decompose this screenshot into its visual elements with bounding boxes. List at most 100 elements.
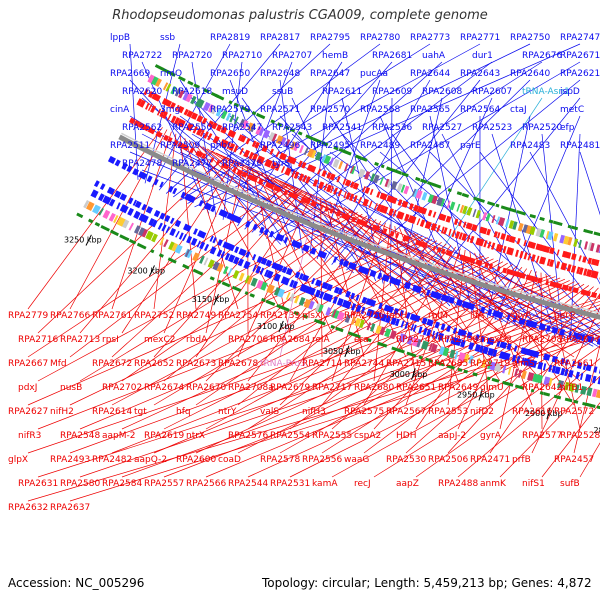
reverse-cds-track-2-block [386,195,394,203]
forward-cds-track-2-block [365,298,373,306]
gene-leader-line [220,154,575,310]
forward-cds-track-3-block [512,315,518,323]
gene-leader-line [195,280,570,454]
forward-cog-track-block [411,337,419,347]
forward-cds-track-block [404,321,409,330]
forward-cds-track-3-block [107,155,116,164]
reverse-cds-track-block [502,245,507,254]
reverse-gene-label: ilfA [470,311,485,321]
reverse-cog-track-block [332,158,340,168]
forward-gc-track-block [136,242,147,250]
reverse-cog-track-block [344,163,349,172]
reverse-gene-label: RPA2544 [228,479,268,489]
reverse-cds-track-2-block [453,218,459,226]
reverse-gene-label: RPA2631 [18,479,58,489]
reverse-cog-track-block [400,184,406,193]
forward-cog-track-block [303,298,312,309]
reverse-gene-label: nifB1 [560,383,583,393]
reverse-cds-track-2-block [143,88,149,96]
forward-gene-label: RPA2536 [372,123,412,133]
reverse-cds-track-3-block [215,159,220,166]
reverse-gene-label: recJ [354,479,371,489]
reverse-cds-track-block [326,184,332,193]
reverse-gene-label: RPA2739 [260,311,300,321]
forward-cog-track-block [591,388,598,398]
reverse-cog-track-block [403,185,410,195]
gene-leader-line [141,169,600,341]
gene-leader-line [193,142,323,310]
gene-leader-line [79,212,358,382]
reverse-gc-track-block [500,205,511,211]
reverse-gene-label: RPA2488 [438,479,478,489]
gene-leader-line [211,150,491,310]
reverse-cds-track-3-block [300,196,307,203]
forward-cog-track-block [174,244,183,254]
reverse-gc-track-block [593,231,600,237]
reverse-cds-track-block [540,257,547,265]
forward-cog-track-block [521,370,527,380]
gene-leader-line [229,79,296,251]
gene-leader-line [37,210,354,382]
reverse-gene-label: mexC2 [144,335,175,345]
forward-gc-track-block [261,297,266,303]
gene-leader-line [279,282,580,454]
reverse-cds-track-3-block [288,191,295,198]
forward-gc-track-block [335,326,344,333]
forward-gene-label: RPA2640 [510,69,550,79]
forward-gene-label: RPA2750 [510,33,550,43]
reverse-gene-label: RPA2555 [312,431,352,441]
gene-leader-line [121,258,494,430]
forward-cds-track-block [373,311,379,319]
forward-gene-label: RPA2819 [210,33,250,43]
reverse-cds-track-block [566,264,572,272]
reverse-cog-track-block [349,165,356,175]
gene-leader-line [541,402,600,478]
forward-gc-track-block [170,258,177,264]
forward-cds-track-2-block [153,209,161,218]
reverse-cds-track-block [156,108,162,116]
reverse-cog-track-block [415,189,423,199]
gene-leader-line [205,312,600,478]
gene-leader-line [179,115,436,302]
forward-cds-track-2-block [134,200,142,209]
reverse-cds-track-2-block [190,112,198,120]
gene-leader-line [195,192,308,358]
reverse-cog-track-block [456,203,461,212]
reverse-cds-track-3-block [241,171,248,178]
reverse-cog-track-block [323,155,332,165]
forward-cog-track-block [428,342,433,352]
reverse-gene-label: RPA2600 [176,455,216,465]
gene-leader-line [447,249,466,406]
reverse-cds-track-3-block [341,212,347,219]
forward-cog-track-block [145,230,154,241]
forward-cds-track-3-block [518,317,526,325]
gene-leader-line [343,206,533,358]
forward-gc-track-block [150,249,155,254]
forward-gc-track-block [486,376,491,381]
forward-gene-label: msuD [222,87,248,97]
reverse-cds-track-2-block [401,200,409,208]
gene-leader-line [247,316,600,478]
gene-leader-line [201,43,581,211]
reverse-cds-track-block [318,181,325,190]
reverse-cds-track-2-block [505,234,511,242]
gene-leader-line [346,79,581,271]
forward-gene-label: RPA2520 [522,123,562,133]
forward-gene-label: ctaJ [510,105,527,115]
reverse-cds-track-block [382,206,389,214]
bp-tick-mark [85,234,92,246]
reverse-cds-track-2-block [486,228,491,236]
reverse-cog-track-block [475,209,481,219]
forward-gene-label: RPA2720 [172,51,212,61]
reverse-cds-track-3-block [320,204,324,210]
gene-leader-line [247,262,508,430]
forward-cds-track-block [190,237,198,246]
reverse-cds-track-block [576,266,581,274]
reverse-gene-label: rpsI [102,335,119,345]
reverse-cds-track-2-block [297,160,303,168]
forward-gc-track-block [94,221,101,227]
forward-cds-track-block [196,240,201,248]
forward-cds-track-block [127,207,134,216]
forward-gene-label: RPA2496 [260,141,300,151]
reverse-gene-label: sufB [560,479,580,489]
